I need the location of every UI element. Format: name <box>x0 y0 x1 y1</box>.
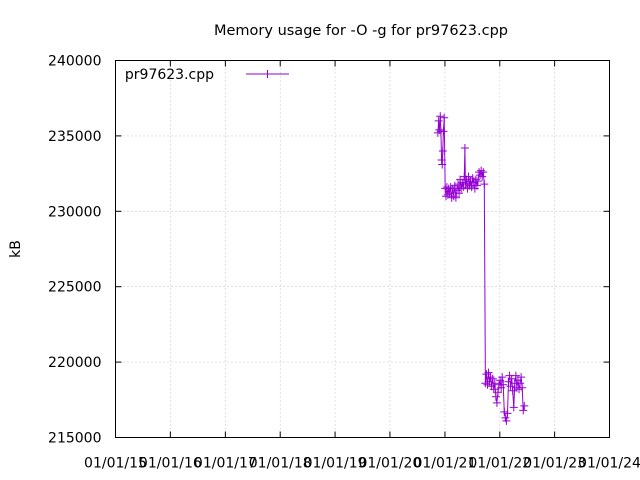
y-tick-label: 220000 <box>48 355 101 371</box>
data-point <box>488 374 497 383</box>
data-point <box>503 409 512 418</box>
data-point <box>438 160 447 169</box>
data-point <box>435 125 444 134</box>
data-point <box>486 373 495 382</box>
data-point <box>446 183 455 192</box>
data-point <box>449 192 458 201</box>
data-point <box>454 180 463 189</box>
data-point <box>509 403 518 412</box>
data-point <box>479 168 488 177</box>
data-point <box>445 189 454 198</box>
data-point <box>437 156 446 165</box>
data-point <box>499 380 508 389</box>
data-point <box>460 143 469 152</box>
x-tick-label: 01/01/18 <box>249 456 312 472</box>
grid-lines <box>115 60 610 438</box>
chart-title: Memory usage for -O -g for pr97623.cpp <box>214 23 508 39</box>
data-point <box>471 175 480 184</box>
data-point <box>473 177 482 186</box>
x-tick-label: 01/01/16 <box>139 456 202 472</box>
x-tick-label: 01/01/24 <box>578 456 640 472</box>
data-point <box>520 401 529 410</box>
y-tick-label: 240000 <box>48 54 101 70</box>
data-point <box>455 189 464 198</box>
y-axis-label: kB <box>8 240 24 258</box>
data-point <box>506 382 515 391</box>
data-point <box>498 373 507 382</box>
legend: pr97623.cpp <box>125 67 289 83</box>
x-tick-label: 01/01/23 <box>523 456 586 472</box>
series-pr97623 <box>263 70 529 425</box>
data-point <box>434 116 443 125</box>
x-tick-label: 01/01/22 <box>468 456 531 472</box>
data-point <box>439 127 448 136</box>
data-point <box>461 180 470 189</box>
data-point <box>502 416 511 425</box>
data-point <box>482 370 491 379</box>
data-point <box>507 374 516 383</box>
data-point <box>508 386 517 395</box>
x-tick-label: 01/01/19 <box>304 456 367 472</box>
data-point <box>491 392 500 401</box>
data-point <box>436 112 445 121</box>
data-point <box>451 193 460 202</box>
y-tick-label: 230000 <box>48 204 101 220</box>
data-point <box>516 379 525 388</box>
data-point <box>438 146 447 155</box>
x-tick-label: 01/01/21 <box>413 456 476 472</box>
plot-frame <box>115 60 610 438</box>
data-point <box>518 383 527 392</box>
x-tick-label: 01/01/17 <box>194 456 257 472</box>
axis-ticks <box>115 60 610 438</box>
data-point <box>511 371 520 380</box>
data-point <box>490 379 499 388</box>
data-point <box>492 398 501 407</box>
data-point <box>489 385 498 394</box>
data-point <box>465 181 474 190</box>
x-tick-label: 01/01/15 <box>84 456 147 472</box>
data-point <box>478 172 487 181</box>
x-tick-label: 01/01/20 <box>358 456 421 472</box>
data-point <box>517 373 526 382</box>
y-tick-label: 225000 <box>48 280 101 296</box>
y-tick-label: 235000 <box>48 129 101 145</box>
data-point <box>493 388 502 397</box>
data-point <box>464 172 473 181</box>
legend-label: pr97623.cpp <box>125 67 214 83</box>
data-point <box>481 379 490 388</box>
data-point <box>440 113 449 122</box>
y-tick-label: 215000 <box>48 431 101 447</box>
data-point <box>480 180 489 189</box>
data-point <box>519 406 528 415</box>
y-tick-labels: 215000 220000 225000 230000 235000 240000 <box>48 54 101 447</box>
x-tick-labels: 01/01/1501/01/1601/01/1701/01/1801/01/19… <box>84 456 640 472</box>
data-point <box>472 181 481 190</box>
data-point <box>484 368 493 377</box>
data-point <box>477 166 486 175</box>
